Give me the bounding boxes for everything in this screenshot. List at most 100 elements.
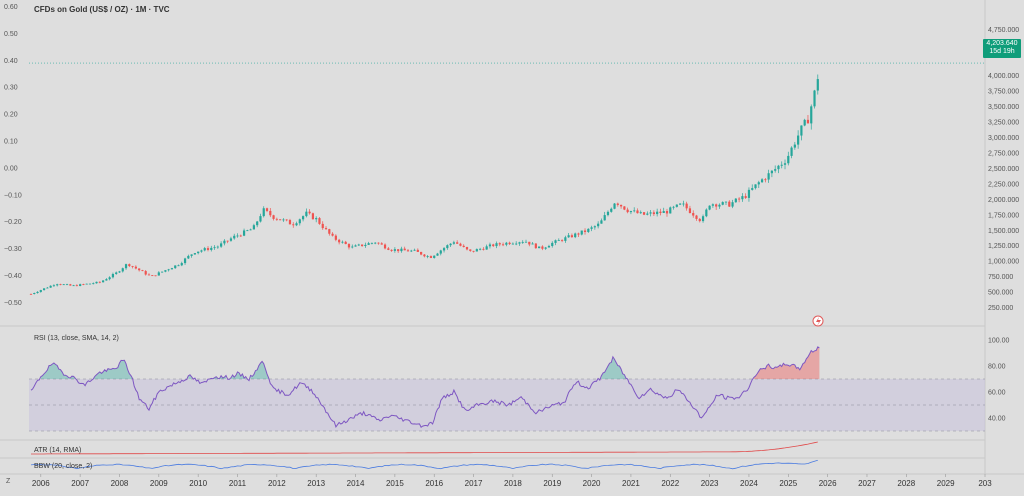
last-price-value: 4,203.640 xyxy=(986,40,1018,47)
atr-bbw-layer xyxy=(30,441,818,470)
candle-body xyxy=(764,179,767,181)
candle-body xyxy=(328,229,331,234)
candle-body xyxy=(321,223,324,229)
price-axis-tick: 4,750.000 xyxy=(988,27,1019,34)
time-axis-label: 2029 xyxy=(937,479,955,488)
candle-body xyxy=(85,283,88,285)
candle-body xyxy=(88,283,92,285)
candle-body xyxy=(416,249,419,252)
right-axis[interactable]: 4,750.0004,500.0004,000.0003,750.0003,50… xyxy=(988,27,1019,312)
time-axis[interactable]: 2006 2007 2008 2009 2010 2011 2012 2013 2014 2015… xyxy=(32,474,992,488)
rsi-overbought-fill xyxy=(40,363,76,379)
candle-body xyxy=(223,240,226,244)
candle-body xyxy=(98,281,101,283)
candle-body xyxy=(728,201,731,207)
candle-body xyxy=(724,201,728,203)
candle-body xyxy=(324,228,328,230)
candle-body xyxy=(642,212,646,215)
left-axis-tick: 0.10 xyxy=(4,139,18,146)
price-axis-tick: 1,750.000 xyxy=(988,212,1019,219)
candle-body xyxy=(711,204,714,206)
candle-body xyxy=(29,293,33,295)
candle-body xyxy=(334,235,337,240)
candle-body xyxy=(115,272,118,274)
candle-body xyxy=(413,249,416,251)
candle-body xyxy=(567,235,570,238)
candle-body xyxy=(406,250,410,252)
candle-body xyxy=(633,210,636,212)
candle-body xyxy=(705,209,708,217)
candle-body xyxy=(606,211,610,216)
candle-body xyxy=(770,170,773,174)
candle-body xyxy=(246,230,249,232)
candle-body xyxy=(688,208,692,214)
rsi-axis-tick: 100.00 xyxy=(988,338,1010,345)
left-axis-tick: 0.00 xyxy=(4,165,18,172)
candle-body xyxy=(646,213,649,215)
candle-body xyxy=(206,248,210,250)
time-axis-label: 2021 xyxy=(622,479,640,488)
candle-body xyxy=(803,119,806,126)
candle-body xyxy=(482,248,485,250)
candle-body xyxy=(370,242,374,244)
price-axis-tick: 3,750.000 xyxy=(988,89,1019,96)
candle-body xyxy=(669,207,672,214)
rsi-overbought-fill xyxy=(209,375,226,379)
lightning-icon[interactable] xyxy=(812,315,824,327)
candle-body xyxy=(92,283,95,285)
candle-body xyxy=(570,235,574,238)
candle-body xyxy=(357,244,360,246)
candle-body xyxy=(301,216,305,220)
bbw-label[interactable]: BBW (20, close, 2) xyxy=(34,463,93,470)
candle-body xyxy=(757,182,760,185)
candle-body xyxy=(79,284,82,287)
candle-body xyxy=(479,248,482,250)
candle-body xyxy=(797,135,800,145)
candle-body xyxy=(639,212,642,214)
candle-body xyxy=(501,244,505,246)
candle-body xyxy=(462,245,465,248)
candle-body xyxy=(469,249,472,251)
candle-body xyxy=(675,204,678,207)
left-axis-tick: −0.10 xyxy=(4,192,22,199)
candle-body xyxy=(190,254,193,256)
rsi-label[interactable]: RSI (13, close, SMA, 14, 2) xyxy=(34,335,119,342)
candle-body xyxy=(315,218,318,220)
candle-body xyxy=(318,218,321,224)
candle-body xyxy=(721,202,724,205)
last-price-tag[interactable]: 4,203.640 15d 19h xyxy=(983,39,1021,58)
rsi-line xyxy=(30,346,820,428)
candle-body xyxy=(806,119,810,124)
candle-body xyxy=(282,219,285,221)
time-axis-label: 2025 xyxy=(779,479,797,488)
candle-body xyxy=(521,241,524,243)
candle-body xyxy=(138,268,141,271)
candle-body xyxy=(790,147,793,156)
candle-body xyxy=(95,281,98,284)
candle-body xyxy=(229,238,233,241)
candle-body xyxy=(170,268,174,270)
timezone-marker[interactable]: Z xyxy=(6,478,11,485)
candle-body xyxy=(577,233,580,235)
candle-body xyxy=(492,244,495,247)
candle-body xyxy=(682,203,685,205)
candle-body xyxy=(816,79,819,91)
time-axis-label: 2015 xyxy=(386,479,404,488)
candle-body xyxy=(780,164,783,166)
rsi-axis[interactable]: 100.00 80.00 60.00 40.00 xyxy=(988,338,1010,423)
candle-body xyxy=(610,208,613,212)
candle-body xyxy=(613,203,616,209)
candle-body xyxy=(538,246,541,249)
candle-body xyxy=(108,277,111,280)
candle-body xyxy=(783,163,787,165)
atr-label[interactable]: ATR (14, RMA) xyxy=(34,447,82,454)
candle-body xyxy=(383,244,387,249)
candle-body xyxy=(400,248,403,252)
candle-body xyxy=(344,241,347,245)
candle-body xyxy=(269,210,272,216)
price-axis-tick: 3,000.000 xyxy=(988,135,1019,142)
candle-body xyxy=(619,204,623,207)
candle-body xyxy=(203,248,206,251)
candle-body xyxy=(213,247,216,249)
